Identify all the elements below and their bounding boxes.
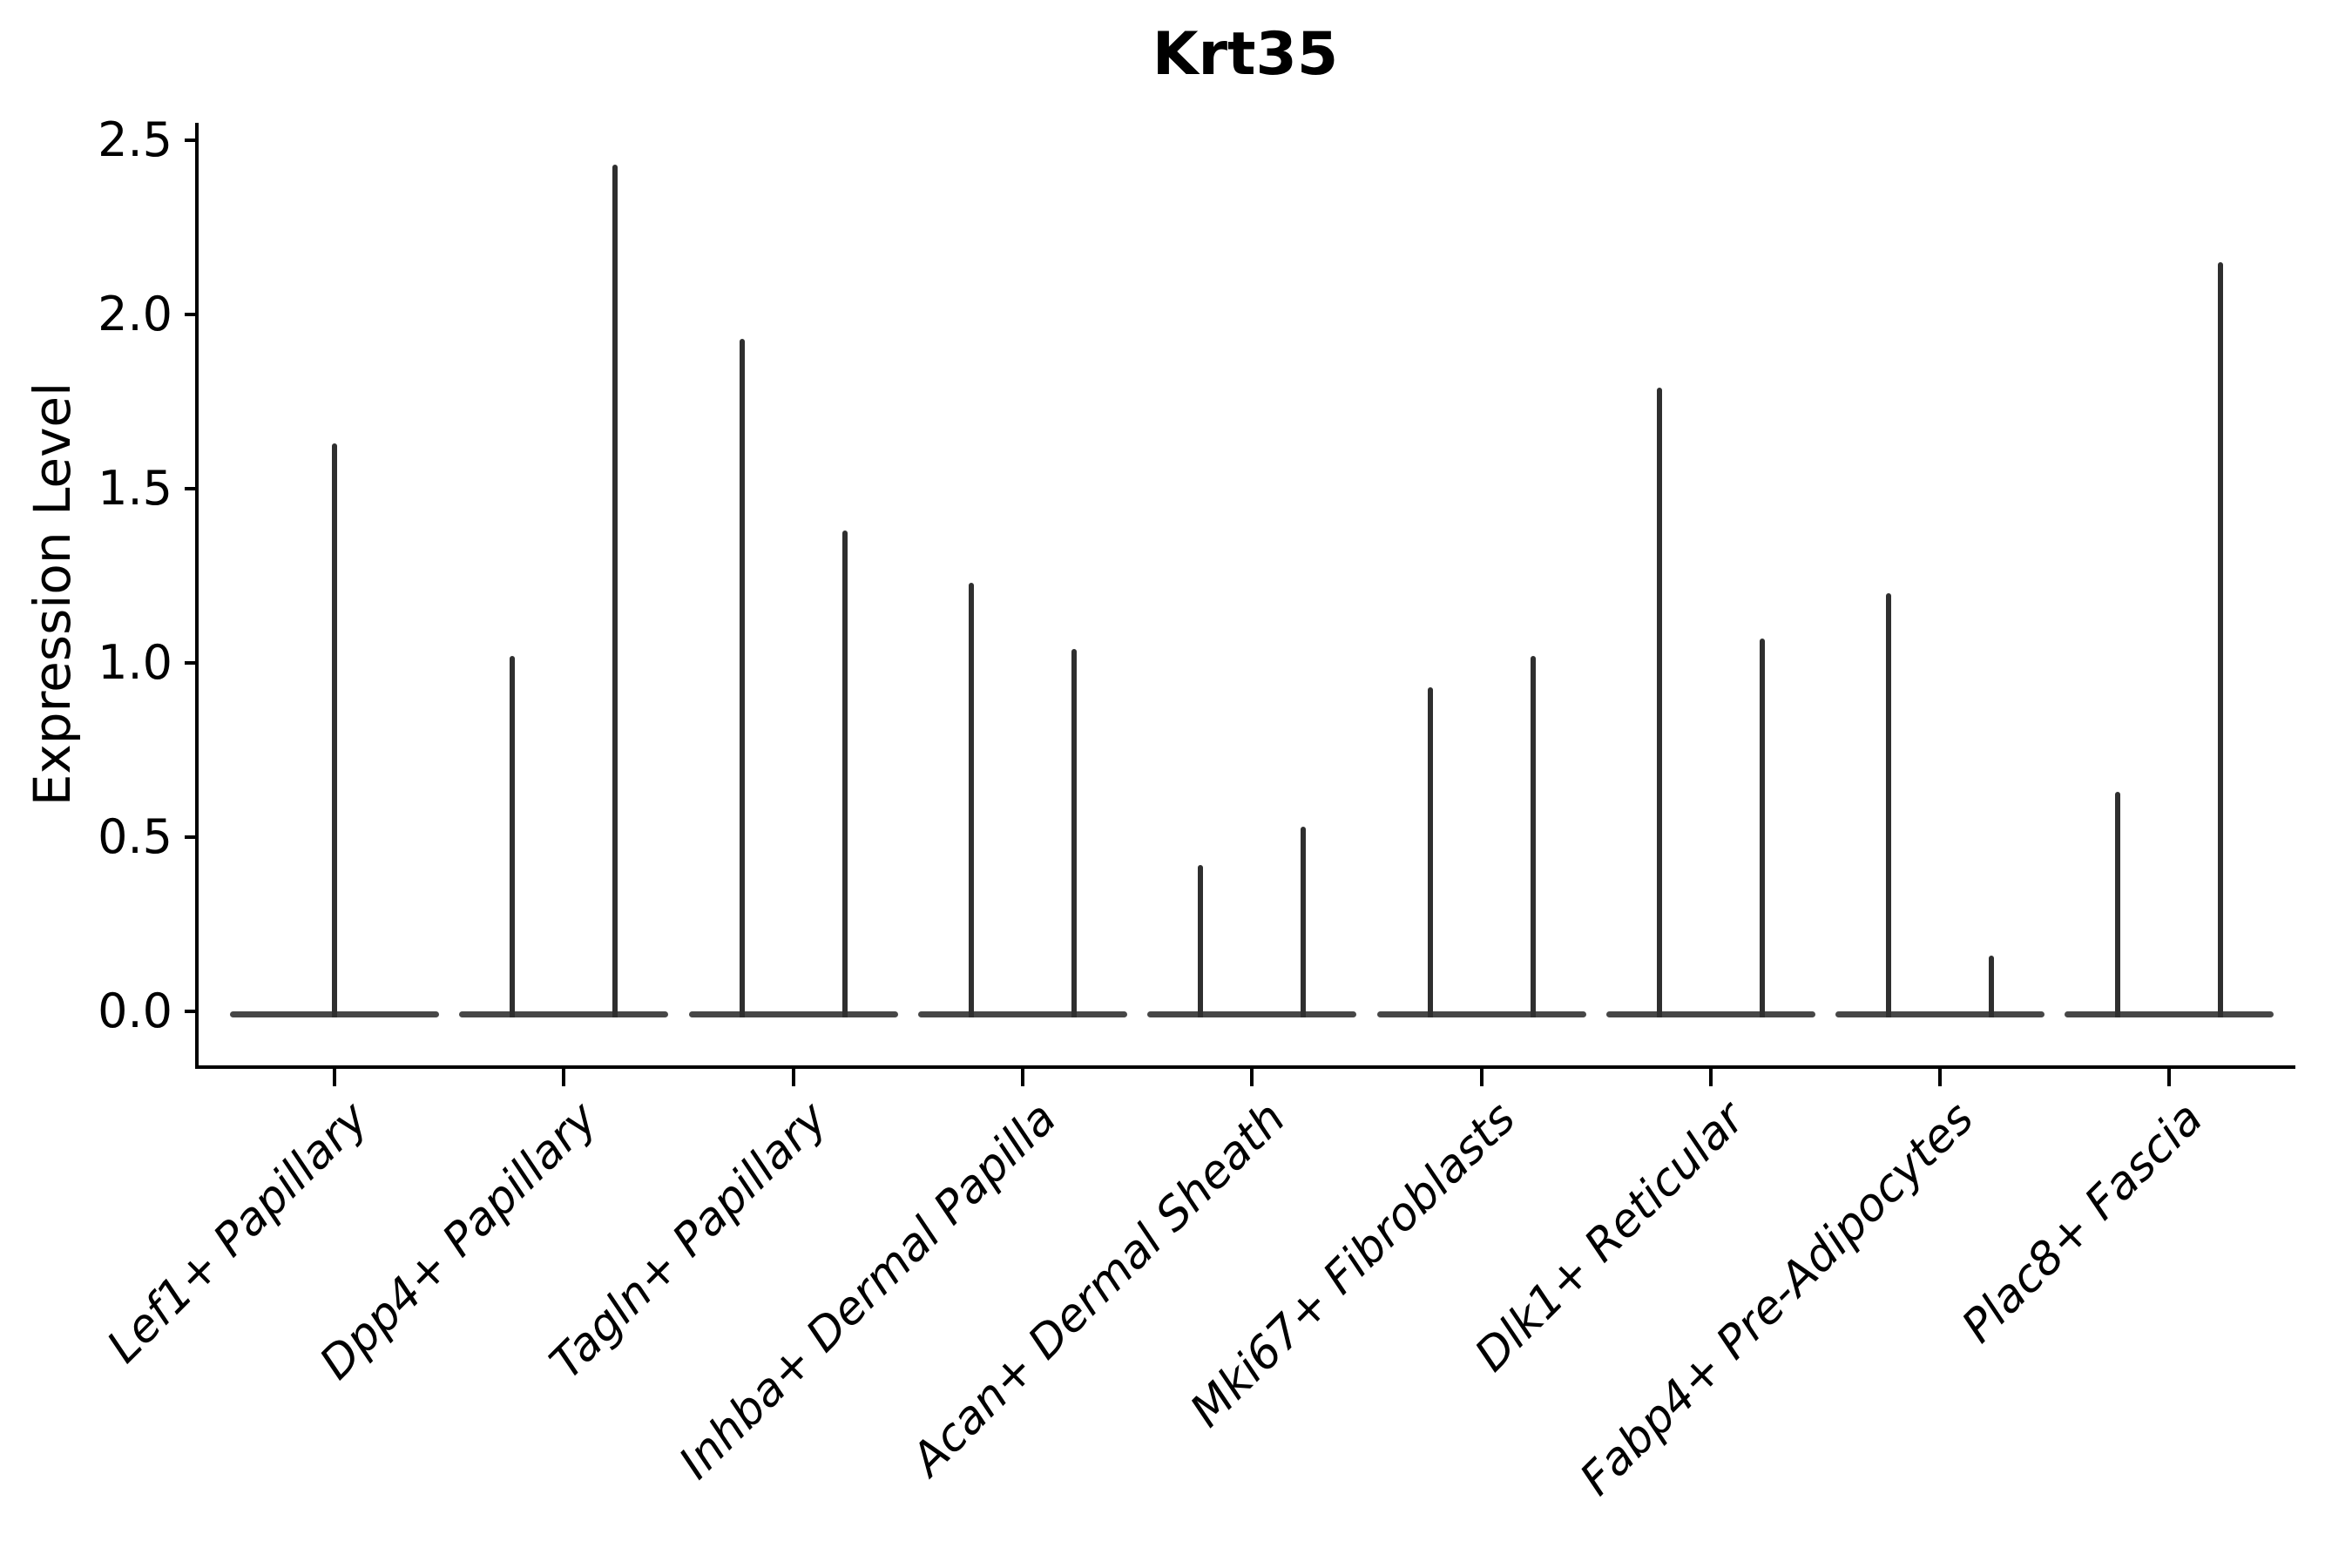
- violin-base: [1376, 1011, 1586, 1017]
- y-tick-label: 0.5: [98, 809, 172, 864]
- violin-spike: [332, 443, 337, 1017]
- x-axis-category-label: Acan+ Dermal Sheath: [902, 1092, 1296, 1486]
- y-tick-mark: [185, 139, 197, 142]
- y-tick-mark: [185, 835, 197, 839]
- violin-base: [1147, 1011, 1357, 1017]
- x-axis-category-label: Plac8+ Fascia: [1952, 1092, 2213, 1354]
- violin-spike: [2115, 792, 2121, 1017]
- y-tick-label: 0.0: [98, 983, 172, 1038]
- x-axis-category-label: Tagln+ Papillary: [539, 1092, 837, 1389]
- x-axis-spine: [195, 1065, 2295, 1069]
- violin-spike: [1656, 388, 1662, 1017]
- violin-base: [2065, 1011, 2274, 1017]
- y-tick-mark: [185, 1010, 197, 1013]
- x-axis-category-label: Dpp4+ Papillary: [310, 1092, 608, 1390]
- y-axis-spine: [195, 123, 199, 1069]
- violin-spike: [2218, 262, 2224, 1017]
- violin-base: [459, 1011, 669, 1017]
- violin-spike: [510, 656, 516, 1017]
- x-tick-mark: [1020, 1069, 1024, 1086]
- violin-spike: [1886, 593, 1892, 1017]
- x-axis-category-label: Inhba+ Dermal Papilla: [669, 1092, 1067, 1490]
- y-tick-label: 1.5: [98, 461, 172, 516]
- x-tick-mark: [1938, 1069, 1943, 1086]
- violin-base: [688, 1011, 898, 1017]
- x-tick-mark: [1708, 1069, 1713, 1086]
- violin-spike: [1759, 639, 1765, 1017]
- y-axis-label: Expression Level: [23, 382, 82, 807]
- x-tick-mark: [2167, 1069, 2172, 1086]
- violin-base: [1605, 1011, 1815, 1017]
- chart-title: Krt35: [1152, 20, 1339, 89]
- violin-spike: [968, 583, 974, 1017]
- violin-spike: [1301, 827, 1307, 1017]
- violin-spike: [841, 531, 848, 1017]
- x-axis-category-label: Dlk1+ Reticular: [1464, 1092, 1755, 1382]
- x-tick-mark: [1479, 1069, 1484, 1086]
- violin-spike: [739, 339, 745, 1017]
- x-axis-category-label: Mki67+ Fibroblasts: [1179, 1092, 1525, 1437]
- x-tick-mark: [562, 1069, 566, 1086]
- violin-spike: [1198, 865, 1204, 1017]
- x-tick-mark: [1250, 1069, 1254, 1086]
- y-tick-mark: [185, 313, 197, 316]
- y-tick-label: 1.0: [98, 635, 172, 690]
- x-tick-mark: [333, 1069, 336, 1086]
- x-tick-mark: [791, 1069, 795, 1086]
- x-axis-category-label: Fabp4+ Pre-Adipocytes: [1570, 1092, 1984, 1506]
- violin-spike: [1530, 656, 1536, 1017]
- violin-spike: [1427, 687, 1433, 1017]
- violin-spike: [1071, 649, 1077, 1017]
- y-tick-mark: [185, 487, 197, 490]
- violin-base: [917, 1011, 1127, 1017]
- y-tick-label: 2.5: [98, 112, 172, 167]
- violin-base: [1835, 1011, 2045, 1017]
- violin-spike: [612, 165, 618, 1017]
- violin-spike: [1989, 956, 1995, 1017]
- y-tick-mark: [185, 661, 197, 665]
- y-tick-label: 2.0: [98, 287, 172, 341]
